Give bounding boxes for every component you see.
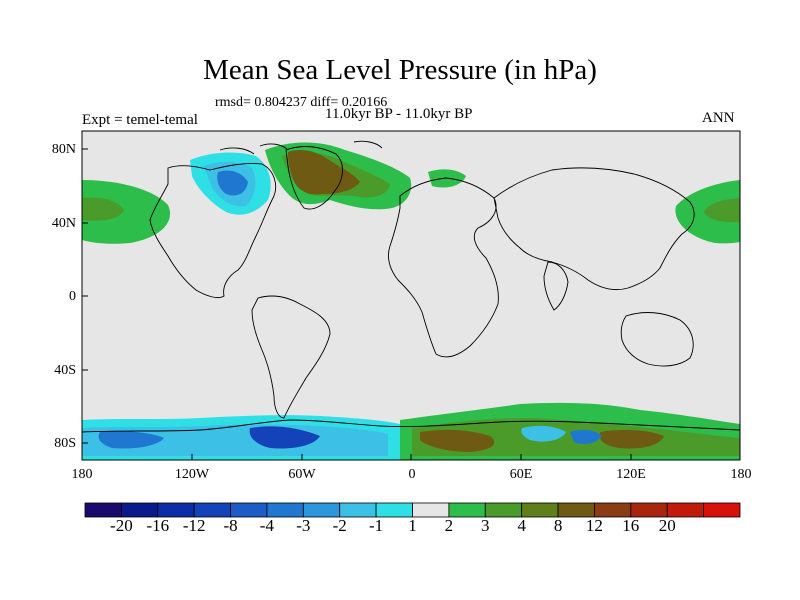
colorbar-labels: -20 -16 -12 -8 -4 -3 -2 -1 1 2 3 4 8 12 16 20: [0, 516, 800, 540]
anomaly-north-pacific-west: [82, 180, 171, 244]
anomaly-southern-ocean-negative-core-2: [98, 431, 164, 449]
axis-ticks: [82, 148, 632, 460]
lon-label-60e: 60E: [509, 467, 533, 482]
coastline-greenland: [285, 146, 343, 210]
lon-label-0: 0: [408, 467, 416, 482]
coastline-arctic-islands: [219, 140, 383, 155]
colorbar-box: [375, 502, 413, 518]
colorbar-label: -1: [369, 516, 384, 535]
colorbar: [84, 502, 741, 518]
experiment-label: Expt = temel-temal: [82, 112, 198, 128]
period-text: 11.0kyr BP - 11.0kyr BP: [325, 106, 473, 122]
coastline-north-america: [149, 163, 276, 299]
colorbar-label: 3: [481, 516, 490, 535]
colorbar-box: [448, 502, 486, 518]
colorbar-label: -20: [110, 516, 133, 535]
positive-anomaly-shading: [82, 142, 740, 460]
colorbar-label: 2: [444, 516, 454, 535]
stats-text: rmsd= 0.804237 diff= 0.20166: [215, 95, 388, 110]
colorbar-box: [339, 502, 377, 518]
lat-label-40n: 40N: [51, 216, 76, 231]
anomaly-greenland-core: [288, 150, 360, 195]
anomaly-southern-ocean-negative-core: [249, 426, 320, 449]
colorbar-label: -12: [182, 516, 206, 535]
lat-label-80n: 80N: [51, 142, 76, 157]
colorbar-label: 1: [408, 516, 417, 535]
colorbar-box: [230, 502, 268, 518]
lon-label-120w: 120W: [174, 467, 210, 482]
colorbar-box: [484, 502, 523, 518]
season-label: ANN: [702, 110, 735, 126]
lon-label-180-west: 180: [71, 467, 93, 482]
coastline-asia: [493, 167, 695, 291]
lon-label-60w: 60W: [288, 467, 316, 482]
colorbar-box: [84, 502, 122, 518]
coastline-europe-africa: [387, 177, 499, 358]
coastline-south-america: [251, 295, 331, 419]
colorbar-label: -16: [146, 516, 170, 535]
colorbar-label: 4: [517, 516, 526, 535]
lat-label-40s: 40S: [54, 363, 76, 378]
colorbar-box: [594, 502, 632, 518]
lon-label-120e: 120E: [616, 467, 646, 482]
page-title: Mean Sea Level Pressure (in hPa): [203, 54, 597, 86]
colorbar-box: [193, 502, 231, 518]
colorbar-label: 16: [622, 516, 640, 535]
colorbar-label: -4: [259, 516, 274, 535]
colorbar-box: [630, 502, 668, 518]
colorbar-label: 8: [553, 516, 563, 535]
colorbar-box: [266, 502, 304, 518]
colorbar-box: [302, 502, 341, 518]
colorbar-box: [120, 502, 159, 518]
coastline-india: [543, 261, 569, 311]
coastlines: [81, 140, 741, 433]
anomaly-indian-ocean-negative: [521, 425, 566, 442]
anomaly-antarctic-positive-core-2: [599, 429, 664, 449]
negative-anomaly-shading: [82, 152, 602, 460]
colorbar-box: [157, 502, 195, 518]
lon-label-180-east: 180: [730, 467, 752, 482]
colorbar-label: 12: [585, 516, 603, 535]
anomaly-canadian-arctic-core: [217, 170, 248, 196]
colorbar-label: -8: [223, 516, 238, 535]
anomaly-north-pacific-east-core: [704, 198, 740, 223]
anomaly-north-pacific-west-core: [82, 197, 124, 221]
coastline-australia: [620, 312, 694, 367]
colorbar-label: -3: [296, 516, 311, 535]
colorbar-box: [521, 502, 559, 518]
colorbar-box: [703, 502, 741, 518]
colorbar-box: [412, 502, 450, 518]
anomaly-antarctic-positive-core: [420, 429, 495, 452]
anomaly-indian-ocean-negative-2: [570, 429, 602, 444]
colorbar-label: -2: [332, 516, 347, 535]
lat-label-80s: 80S: [54, 436, 76, 451]
coastline-antarctica: [81, 419, 741, 433]
colorbar-box: [666, 502, 705, 518]
colorbar-box: [557, 502, 595, 518]
anomaly-southern-ocean-negative-mid: [82, 424, 388, 456]
colorbar-label: 20: [658, 516, 676, 535]
lat-label-0: 0: [69, 289, 76, 304]
